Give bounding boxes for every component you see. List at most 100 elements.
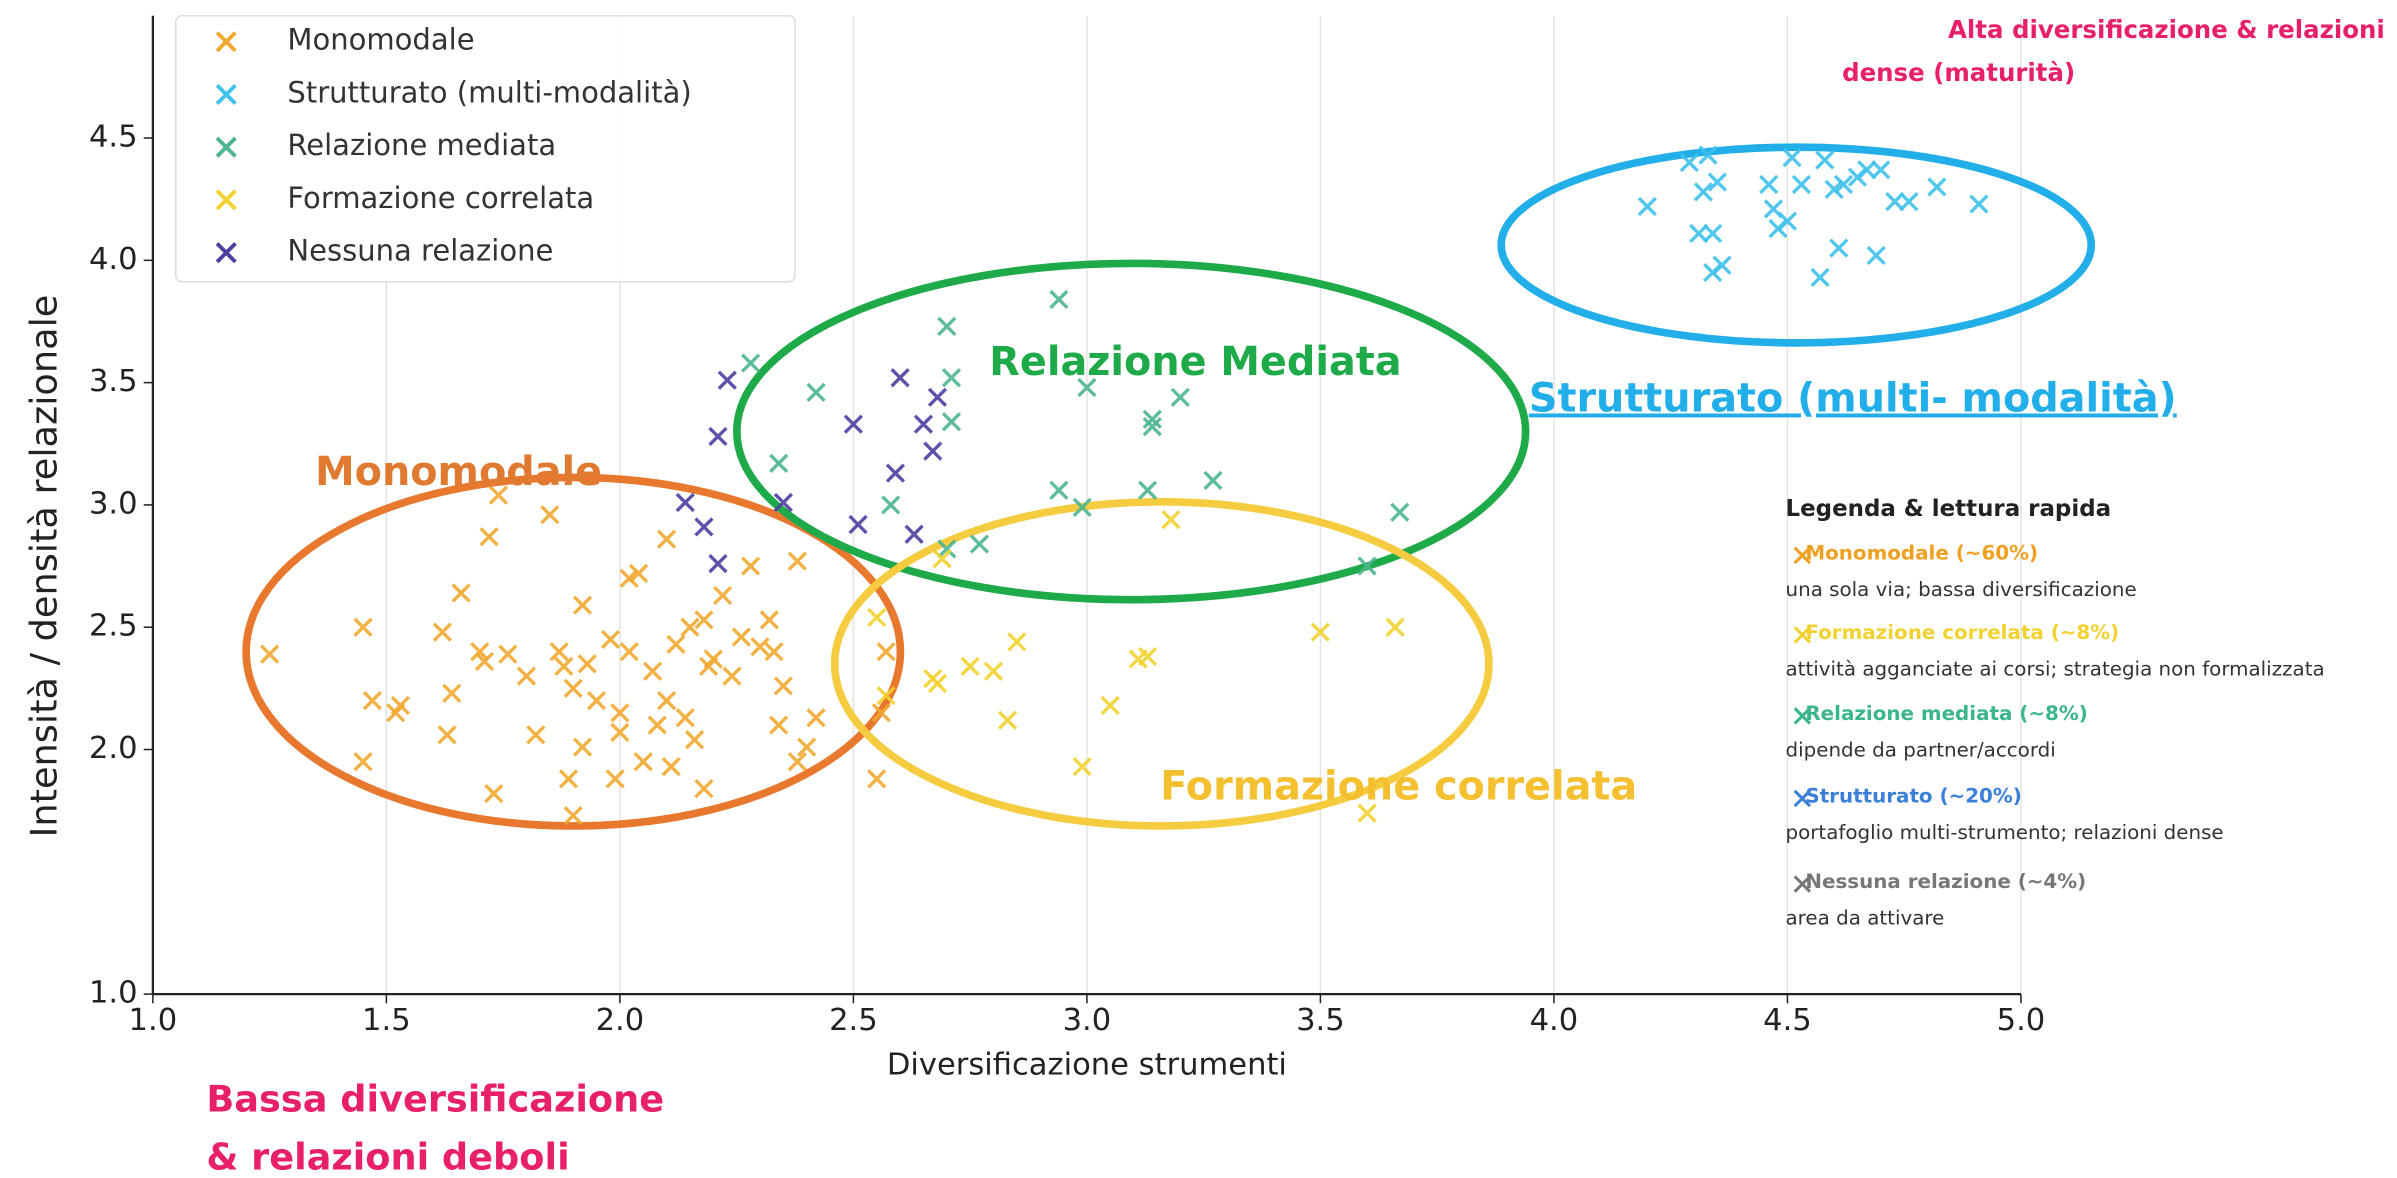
point <box>488 485 509 505</box>
point <box>1712 255 1732 275</box>
note-marker <box>1793 546 1812 565</box>
point <box>932 549 952 569</box>
legend-label: Monomodale <box>287 23 474 57</box>
point <box>1759 174 1779 195</box>
point <box>1679 152 1699 173</box>
point <box>876 642 896 662</box>
point <box>923 441 943 461</box>
point <box>353 752 373 772</box>
y-tick-label: 4.0 <box>89 242 138 277</box>
point <box>694 517 714 537</box>
point <box>843 414 863 434</box>
point <box>1899 192 1919 212</box>
point <box>572 595 593 615</box>
point <box>470 642 490 662</box>
point <box>498 644 518 664</box>
note-marker <box>1793 626 1812 644</box>
point <box>1357 556 1377 576</box>
x-tick-label: 4.5 <box>1763 1003 1812 1038</box>
legend-marker <box>215 83 237 105</box>
y-tick-label: 3.5 <box>89 364 138 399</box>
point <box>1390 502 1410 522</box>
point <box>1969 194 1989 214</box>
point <box>680 617 700 637</box>
point <box>1782 148 1802 168</box>
annotation: Strutturato (multi- modalità) <box>1529 375 2177 421</box>
point <box>1698 145 1718 165</box>
point <box>890 368 910 388</box>
point <box>937 316 957 336</box>
point <box>451 583 471 603</box>
point <box>1871 160 1891 180</box>
point <box>586 690 607 711</box>
legend-marker <box>215 189 237 211</box>
legend-label: Nessuna relazione <box>287 234 553 268</box>
point <box>983 661 1004 681</box>
point <box>1007 632 1027 652</box>
point <box>554 656 574 676</box>
point <box>577 654 597 674</box>
point <box>960 656 980 676</box>
point <box>1077 377 1097 398</box>
point <box>1637 196 1657 217</box>
point <box>656 529 677 549</box>
point <box>353 617 373 637</box>
point <box>605 769 625 789</box>
legend-marker <box>215 136 237 158</box>
annotation: Monomodale <box>315 449 602 495</box>
point <box>610 703 630 723</box>
legend-label: Relazione mediata <box>287 128 556 162</box>
point <box>881 495 901 515</box>
point <box>1777 211 1798 231</box>
point <box>526 725 546 745</box>
annotation: Bassa diversificazione <box>206 1078 664 1121</box>
monomodale-ellipse <box>242 473 905 830</box>
point <box>685 730 705 750</box>
point <box>927 673 948 694</box>
point <box>1138 480 1158 500</box>
point <box>867 769 887 789</box>
x-axis-label: Diversificazione strumenti <box>887 1047 1287 1082</box>
point <box>563 805 583 826</box>
note-marker <box>1793 789 1812 808</box>
point <box>997 710 1018 730</box>
x-tick-label: 2.5 <box>829 1003 878 1038</box>
point <box>1693 182 1713 202</box>
y-tick-label: 2.5 <box>89 609 138 644</box>
point <box>610 722 630 742</box>
x-tick-label: 3.5 <box>1296 1003 1345 1038</box>
y-tick-label: 1.0 <box>89 976 138 1011</box>
point <box>713 585 733 606</box>
point <box>867 607 887 628</box>
point <box>773 676 793 696</box>
relazione-ellipse <box>733 259 1530 604</box>
legend-marker <box>215 31 237 53</box>
annotation: & relazioni deboli <box>206 1136 569 1178</box>
point <box>750 637 770 657</box>
annotation: dense (maturità) <box>1842 58 2075 87</box>
x-tick-label: 3.0 <box>1063 1003 1112 1038</box>
legend-label: Strutturato (multi-modalità) <box>287 75 691 109</box>
point <box>759 610 779 630</box>
point <box>885 463 906 483</box>
point <box>675 708 695 728</box>
note-label: Nessuna relazione (~4%) <box>1805 870 2086 893</box>
point <box>362 690 382 711</box>
point <box>474 651 495 672</box>
point <box>941 368 962 388</box>
point <box>694 610 714 630</box>
y-tick-label: 4.5 <box>89 120 138 155</box>
point <box>628 563 649 584</box>
point <box>708 426 728 447</box>
point <box>661 757 681 777</box>
point <box>479 527 499 547</box>
point <box>675 492 695 513</box>
point <box>848 514 868 535</box>
note-label: Strutturato (~20%) <box>1805 784 2021 807</box>
strutturato-ellipse <box>1497 143 2096 347</box>
point <box>694 779 714 799</box>
point <box>1357 803 1377 823</box>
point <box>927 387 948 407</box>
x-tick-label: 1.5 <box>362 1003 411 1038</box>
